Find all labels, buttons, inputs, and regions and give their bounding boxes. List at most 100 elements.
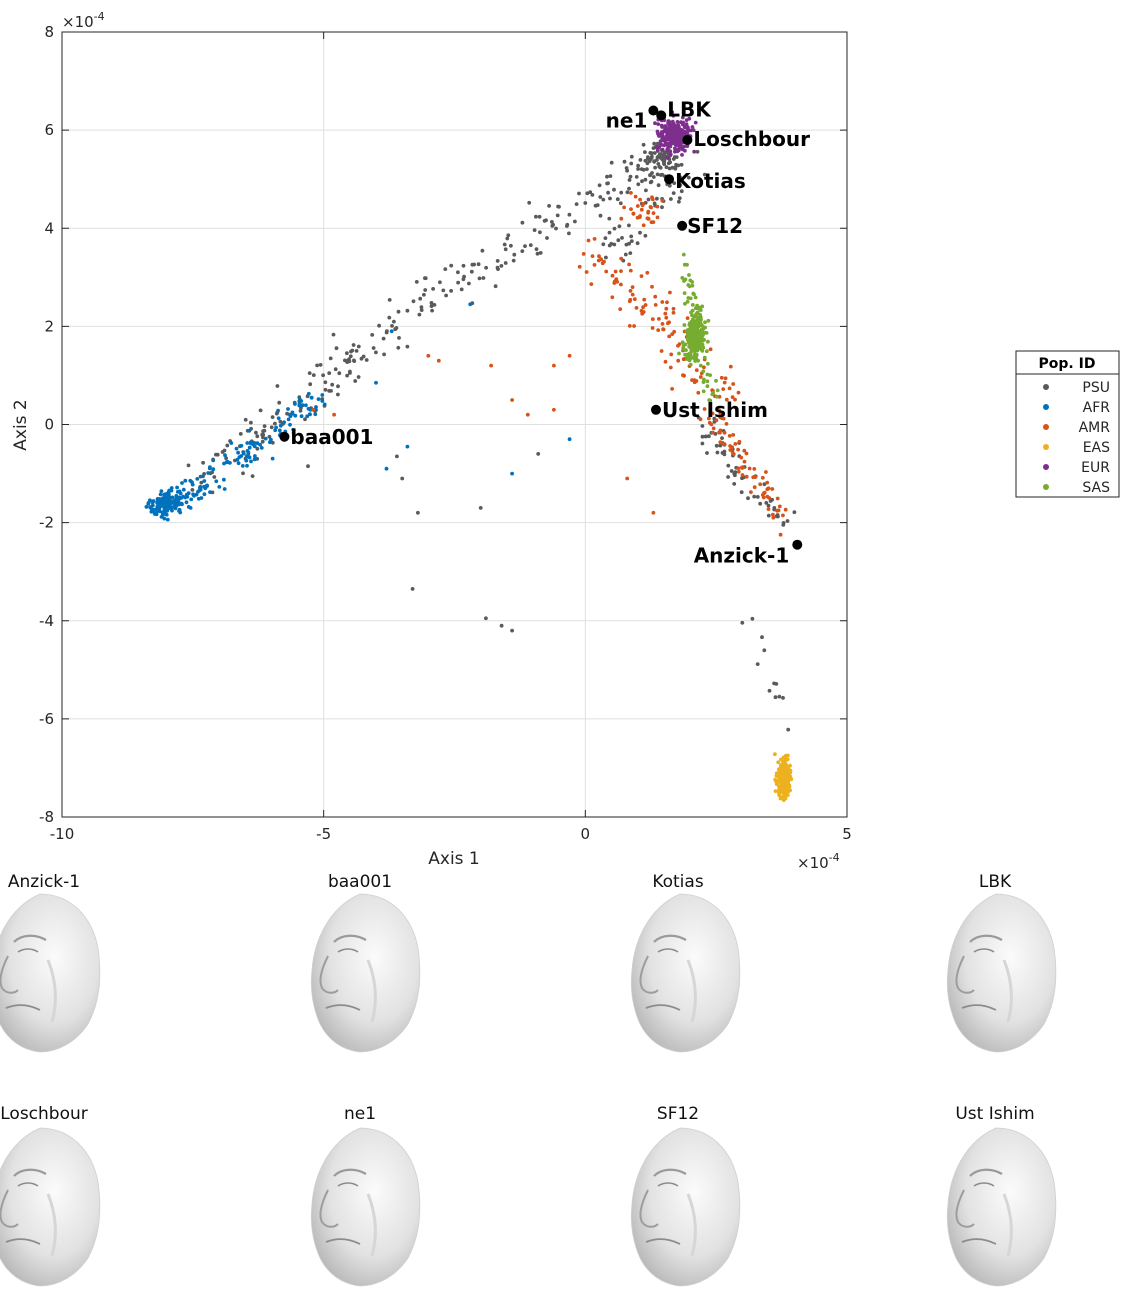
point-psu	[750, 616, 755, 621]
point-eur	[661, 135, 665, 140]
point-amr	[736, 466, 741, 471]
point-afr	[186, 505, 191, 509]
point-amr	[770, 487, 775, 491]
point-sas	[704, 331, 709, 335]
point-psu	[702, 172, 707, 177]
point-eur	[677, 132, 682, 137]
point-psu	[607, 216, 612, 221]
point-psu	[214, 452, 218, 457]
point-sas	[697, 341, 702, 346]
point-amr	[766, 507, 771, 511]
point-psu	[243, 417, 248, 422]
point-psu	[255, 446, 260, 451]
ancient-marker	[650, 404, 661, 415]
point-eur	[690, 125, 695, 129]
point-eur	[668, 149, 673, 154]
point-psu	[652, 201, 657, 206]
point-psu	[639, 167, 644, 172]
point-sas	[693, 306, 698, 311]
point-psu	[528, 243, 533, 248]
point-psu	[456, 270, 460, 275]
point-afr	[153, 512, 157, 516]
y-tick-label: -4	[39, 612, 54, 630]
point-psu	[411, 299, 416, 304]
point-afr	[276, 408, 280, 413]
point-amr	[719, 416, 724, 420]
point-sas	[714, 378, 718, 383]
point-psu	[345, 359, 349, 363]
point-afr	[306, 406, 311, 411]
point-eur	[682, 124, 687, 129]
point-eas	[786, 753, 790, 758]
point-afr	[282, 420, 286, 425]
point-amr	[722, 430, 727, 435]
point-amr	[640, 203, 645, 208]
point-afr	[146, 501, 151, 506]
point-psu	[476, 262, 481, 267]
point-eur	[675, 120, 680, 124]
point-afr	[183, 495, 188, 500]
point-psu	[786, 727, 791, 732]
point-psu	[739, 490, 744, 495]
point-afr	[244, 458, 249, 463]
point-amr	[619, 269, 623, 273]
point-afr	[207, 466, 212, 471]
point-amr	[610, 295, 615, 300]
point-amr	[619, 256, 624, 261]
y-exponent-power: -4	[94, 10, 105, 23]
point-amr	[733, 397, 737, 402]
point-psu	[671, 157, 676, 161]
point-psu	[605, 174, 609, 179]
point-amr	[698, 375, 703, 379]
point-psu	[260, 432, 265, 437]
face-title: LBK	[978, 872, 1012, 892]
point-eur	[692, 149, 697, 154]
point-amr	[630, 292, 635, 297]
point-psu	[349, 349, 353, 354]
point-psu	[331, 332, 336, 337]
point-afr	[159, 489, 164, 493]
point-sas	[692, 355, 697, 360]
point-psu	[493, 284, 498, 289]
point-afr	[316, 397, 321, 401]
point-psu	[615, 197, 620, 202]
point-psu	[307, 371, 312, 375]
point-psu	[484, 265, 488, 270]
point-afr	[234, 446, 239, 451]
point-psu	[273, 421, 277, 426]
point-psu	[766, 513, 771, 518]
point-amr	[311, 407, 316, 412]
point-psu	[410, 587, 415, 591]
point-sas	[692, 340, 696, 345]
point-psu	[608, 196, 612, 201]
point-psu	[585, 191, 590, 196]
point-amr	[552, 363, 556, 368]
point-amr	[736, 469, 741, 474]
point-amr	[717, 408, 721, 412]
point-amr	[668, 365, 673, 370]
point-sas	[695, 311, 700, 315]
point-afr	[222, 477, 226, 482]
point-amr	[581, 252, 586, 256]
point-eas	[789, 777, 794, 782]
point-psu	[353, 379, 358, 383]
point-psu	[557, 204, 561, 209]
point-psu	[593, 203, 598, 208]
point-afr	[202, 492, 207, 497]
point-sas	[682, 262, 687, 267]
point-psu	[469, 269, 474, 274]
point-eur	[684, 118, 689, 122]
face-title: baa001	[327, 872, 393, 892]
point-amr	[622, 205, 626, 210]
point-eur	[691, 128, 696, 133]
point-afr	[202, 479, 207, 483]
point-afr	[304, 403, 308, 408]
point-afr	[217, 485, 222, 489]
point-psu	[729, 469, 734, 473]
point-psu	[622, 159, 627, 164]
point-psu	[656, 183, 661, 188]
point-psu	[416, 510, 420, 515]
point-sas	[685, 299, 690, 304]
legend-title: Pop. ID	[1039, 356, 1096, 372]
point-sas	[692, 331, 697, 335]
